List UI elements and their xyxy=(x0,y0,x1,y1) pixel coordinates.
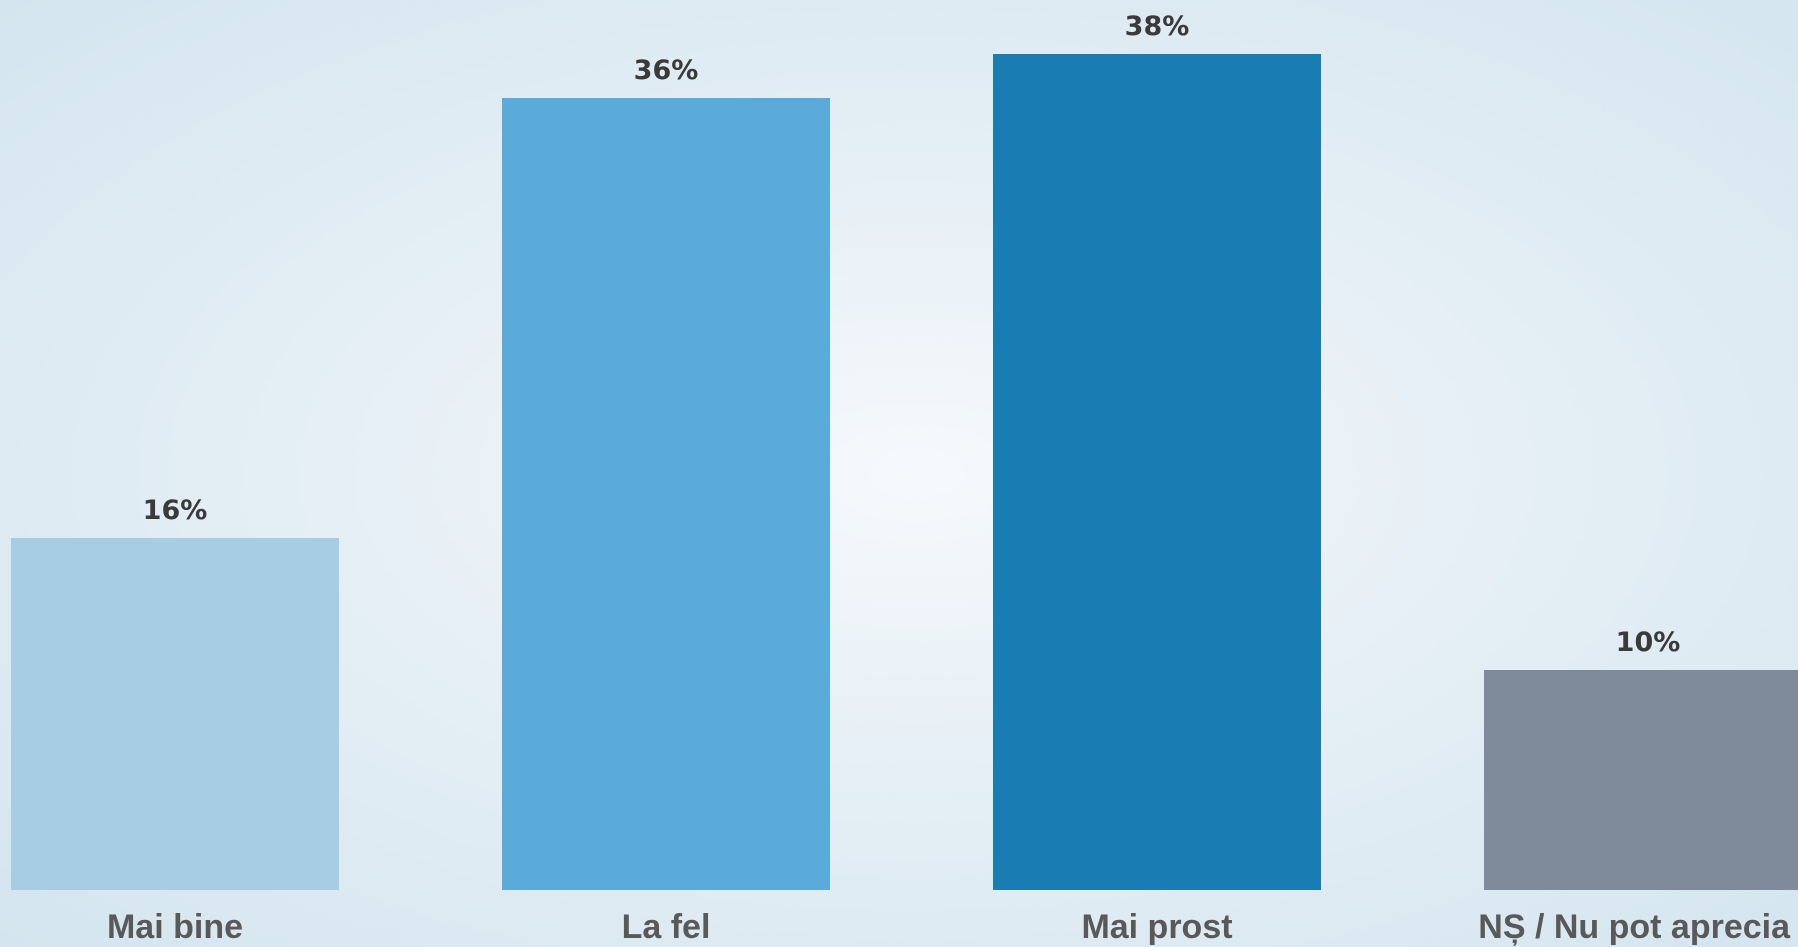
category-label-la-fel: La fel xyxy=(622,908,711,946)
value-label-n-nu-pot-aprecia: 10% xyxy=(1616,627,1681,658)
bar-la-fel xyxy=(502,98,830,890)
bar-n-nu-pot-aprecia xyxy=(1484,670,1798,890)
bars-group xyxy=(11,54,1798,890)
value-label-mai-prost: 38% xyxy=(1125,11,1190,42)
category-labels-group: Mai bine La fel Mai prost NȘ / Nu pot aprec… xyxy=(107,908,1791,946)
value-label-la-fel: 36% xyxy=(634,55,699,86)
value-labels-group: 16% 36% 38% 10% xyxy=(143,11,1681,658)
category-label-mai-bine: Mai bine xyxy=(107,908,243,946)
bar-mai-prost xyxy=(993,54,1321,890)
category-label-mai-prost: Mai prost xyxy=(1081,908,1232,946)
category-label-n-nu-pot-aprecia: NȘ / Nu pot aprecia xyxy=(1478,908,1791,946)
bar-mai-bine xyxy=(11,538,339,890)
value-label-mai-bine: 16% xyxy=(143,495,208,526)
